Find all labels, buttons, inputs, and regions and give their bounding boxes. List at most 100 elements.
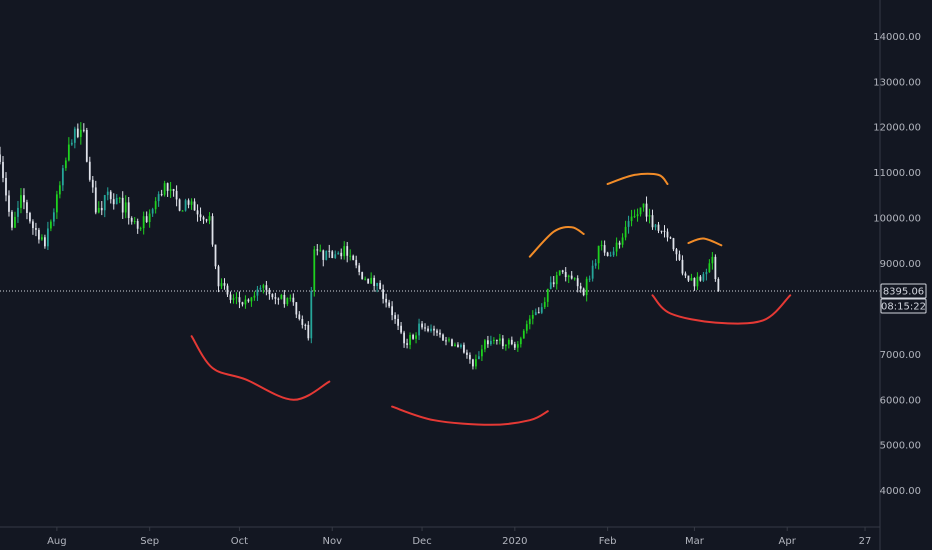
candle (241, 301, 244, 307)
annotation-curve[interactable] (190, 335, 331, 401)
candle (187, 198, 190, 209)
candle (133, 217, 136, 225)
annotation-curve[interactable] (687, 237, 723, 247)
y-tick-label: 11000.00 (873, 168, 921, 179)
annotation-curve[interactable] (391, 405, 549, 426)
annotations-layer[interactable] (190, 172, 792, 426)
candle (693, 277, 696, 291)
candle (337, 251, 340, 255)
candle (151, 207, 154, 217)
candle (699, 274, 702, 282)
candle (561, 269, 564, 274)
candle (301, 315, 304, 329)
candle (642, 203, 645, 212)
candle (253, 291, 256, 301)
candle (424, 323, 426, 332)
candle (492, 337, 495, 345)
candle (451, 338, 453, 347)
candle (97, 201, 100, 214)
annotation-curve[interactable] (606, 172, 669, 185)
candle (316, 244, 319, 256)
time-axis[interactable]: Aug Sep Oct Nov Dec 2020 Feb Mar Apr 27 (47, 527, 871, 547)
candle (169, 181, 172, 198)
candle (85, 127, 88, 163)
candle (121, 191, 124, 219)
x-tick-label: Mar (685, 536, 705, 547)
candle (196, 204, 199, 222)
candle (163, 180, 166, 197)
x-tick-label: Aug (47, 536, 67, 547)
candle (136, 218, 139, 234)
candle (211, 213, 214, 247)
candle (26, 199, 28, 220)
candle (208, 212, 211, 225)
candle (115, 194, 118, 205)
x-tick-label: Nov (322, 536, 342, 547)
candle (118, 196, 121, 204)
candle (181, 209, 184, 212)
candle (519, 336, 522, 348)
candle (585, 276, 588, 302)
candle (433, 325, 435, 336)
candle (645, 196, 648, 222)
candle (627, 215, 630, 234)
candle (537, 307, 540, 314)
candle (657, 221, 660, 234)
x-tick-label: Oct (231, 536, 248, 547)
candle (394, 312, 396, 324)
candle (340, 248, 343, 260)
candle (23, 188, 25, 210)
candle (41, 234, 43, 241)
candle (714, 254, 717, 282)
candle (711, 252, 714, 270)
candle (55, 190, 58, 219)
candle (591, 260, 594, 282)
candle (145, 211, 148, 223)
candle (427, 325, 429, 333)
candle (283, 290, 286, 308)
candle (268, 287, 271, 300)
candle (412, 333, 414, 340)
candle (406, 338, 408, 349)
candle (292, 293, 295, 306)
x-tick-label: 2020 (502, 536, 527, 547)
x-tick-label: 27 (859, 536, 872, 547)
candle (247, 298, 250, 303)
candle (708, 259, 711, 273)
price-axis[interactable]: 14000.00 13000.00 12000.00 11000.00 10000.00… (873, 32, 921, 497)
candle (226, 283, 229, 298)
annotation-curve[interactable] (651, 294, 792, 325)
candle (229, 291, 232, 304)
candle-timer-label: 08:15:22 (881, 301, 926, 312)
candle (555, 271, 558, 290)
candle (112, 193, 115, 210)
candle (484, 339, 486, 353)
candle (678, 250, 681, 261)
candle (501, 335, 504, 350)
candle (615, 237, 618, 257)
candle (361, 271, 364, 280)
candle (17, 200, 19, 223)
candle (172, 188, 175, 197)
candle (379, 280, 382, 290)
candle (220, 278, 223, 290)
candle (567, 274, 570, 284)
candle (307, 321, 310, 341)
candle (507, 338, 510, 349)
candle (531, 310, 534, 325)
candle (46, 221, 49, 251)
candle (214, 244, 217, 270)
candle (385, 293, 388, 308)
candle (600, 240, 603, 251)
candle (442, 333, 444, 342)
candle (486, 335, 489, 348)
candle (558, 270, 561, 276)
candle (184, 198, 187, 212)
candle (684, 271, 687, 279)
candle (124, 195, 127, 219)
annotation-curve[interactable] (528, 226, 585, 258)
candle (376, 282, 379, 293)
candle (696, 272, 699, 291)
candle (430, 324, 432, 333)
